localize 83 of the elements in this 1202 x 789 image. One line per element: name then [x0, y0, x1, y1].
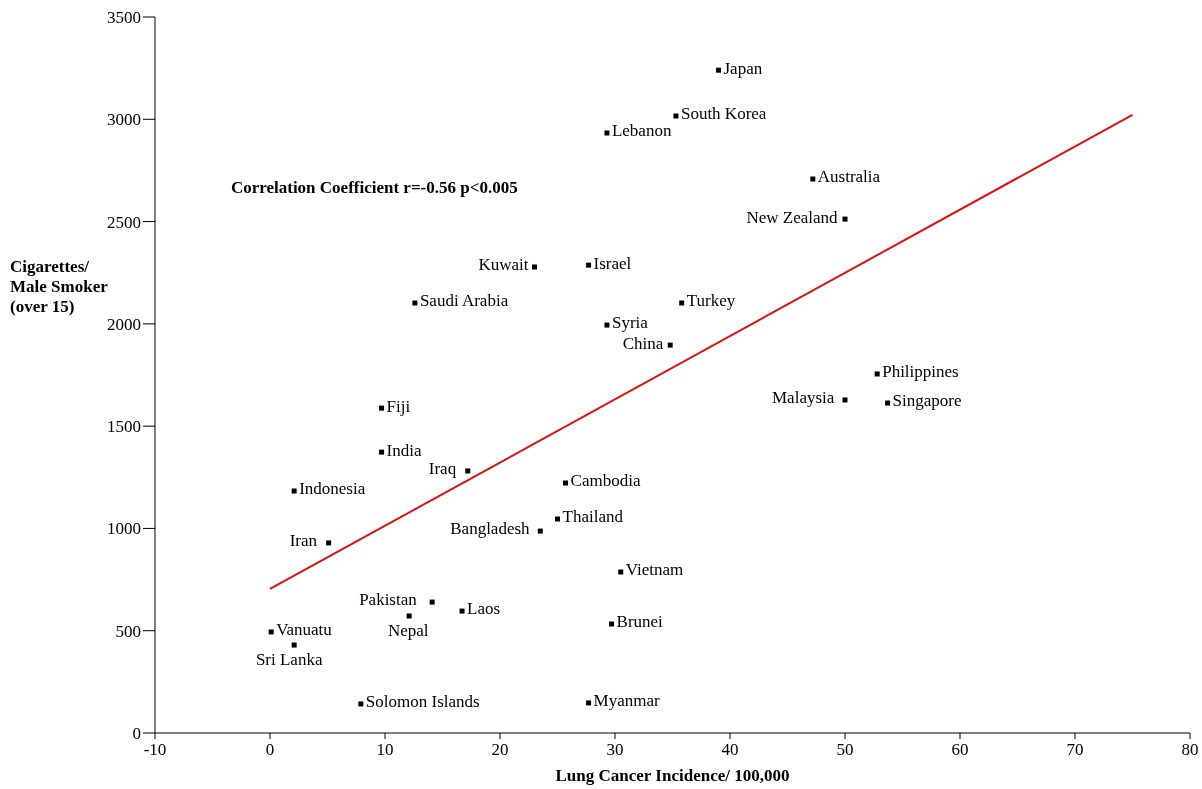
annotation: Philippines: [882, 362, 959, 382]
x-axis-title: Lung Cancer Incidence/ 100,000: [555, 766, 790, 785]
y-tick-label: 3500: [107, 8, 141, 27]
annotation: Fiji: [386, 396, 411, 416]
y-tick-label: 3000: [107, 110, 141, 130]
y-tick-label: 0: [132, 724, 141, 743]
point: [842, 397, 848, 403]
annotation: Turkey: [686, 291, 736, 311]
annotation: Pakistan: [359, 590, 418, 610]
annotation: Cambodia: [570, 471, 641, 491]
point: [268, 629, 274, 635]
point: [379, 405, 385, 411]
point: [716, 67, 721, 73]
y-axis-title: Cigarettes/ Male Smoker (over 15): [10, 257, 109, 316]
x-tick-label: 0: [265, 740, 275, 759]
annotation: Laos: [467, 599, 501, 619]
annotation: Japan: [723, 58, 763, 78]
point: [291, 488, 297, 494]
annotation: Indonesia: [299, 479, 366, 499]
point: [532, 264, 537, 270]
point: [667, 342, 673, 348]
y-tick-label: 2000: [107, 314, 141, 334]
annotation: Sri Lanka: [255, 649, 323, 669]
point: [429, 599, 435, 605]
annotation: Iraq: [428, 459, 457, 479]
annotation: Brunei: [616, 612, 664, 632]
point: [586, 262, 592, 268]
annotation: Australia: [817, 167, 881, 187]
point: [842, 216, 848, 222]
point: [555, 516, 560, 522]
point: [885, 400, 891, 406]
x-tick-label: 30: [606, 740, 624, 759]
annotation: Nepal: [387, 620, 429, 640]
annotation: Singapore: [892, 391, 962, 411]
x-tick-label: -10: [143, 740, 167, 759]
point: [604, 130, 610, 136]
annotation: China: [622, 333, 664, 353]
point: [679, 300, 685, 306]
x-tick-label: 60: [951, 740, 969, 759]
point: [379, 449, 385, 455]
point: [291, 642, 297, 648]
x-tick-label: 80: [1181, 740, 1199, 759]
y-tick-label: 1500: [107, 417, 141, 437]
x-tick-label: 10: [376, 740, 394, 759]
point: [459, 608, 465, 614]
annotation: Kuwait: [478, 255, 529, 275]
point: [465, 468, 471, 474]
annotation: Vietnam: [625, 560, 684, 580]
point: [326, 540, 332, 546]
point: [563, 480, 569, 486]
annotation: Vanuatu: [276, 620, 333, 640]
annotation: Lebanon: [611, 121, 672, 141]
point: [609, 621, 615, 627]
point: [810, 176, 816, 182]
annotation: Malaysia: [772, 388, 835, 408]
x-tick-label: 70: [1066, 740, 1084, 759]
x-tick-label: 20: [491, 740, 509, 759]
annotation: Myanmar: [593, 691, 660, 711]
x-tick-label: 40: [721, 740, 739, 759]
y-tick-label: 500: [115, 621, 141, 641]
point: [673, 113, 679, 119]
annotation: Correlation Coefficient r=-0.56 p<0.005: [230, 178, 518, 197]
point: [618, 569, 624, 575]
point: [586, 700, 592, 706]
point: [412, 300, 418, 306]
annotation: New Zealand: [746, 207, 839, 227]
annotation: Syria: [611, 313, 649, 333]
point: [537, 528, 543, 534]
point: [604, 322, 610, 328]
annotation: Iran: [289, 531, 318, 551]
annotation: Thailand: [562, 507, 624, 527]
annotation: Saudi Arabia: [419, 291, 509, 311]
x-tick-label: 50: [836, 740, 854, 759]
point: [874, 371, 880, 377]
annotation: Israel: [593, 253, 632, 273]
annotation: India: [386, 440, 422, 460]
y-tick-label: 2500: [107, 212, 141, 232]
annotation: Solomon Islands: [365, 692, 480, 712]
point: [406, 613, 412, 619]
annotation: Bangladesh: [450, 519, 531, 539]
y-tick-label: 1000: [107, 519, 141, 539]
point: [358, 701, 364, 707]
annotation: South Korea: [680, 104, 767, 124]
